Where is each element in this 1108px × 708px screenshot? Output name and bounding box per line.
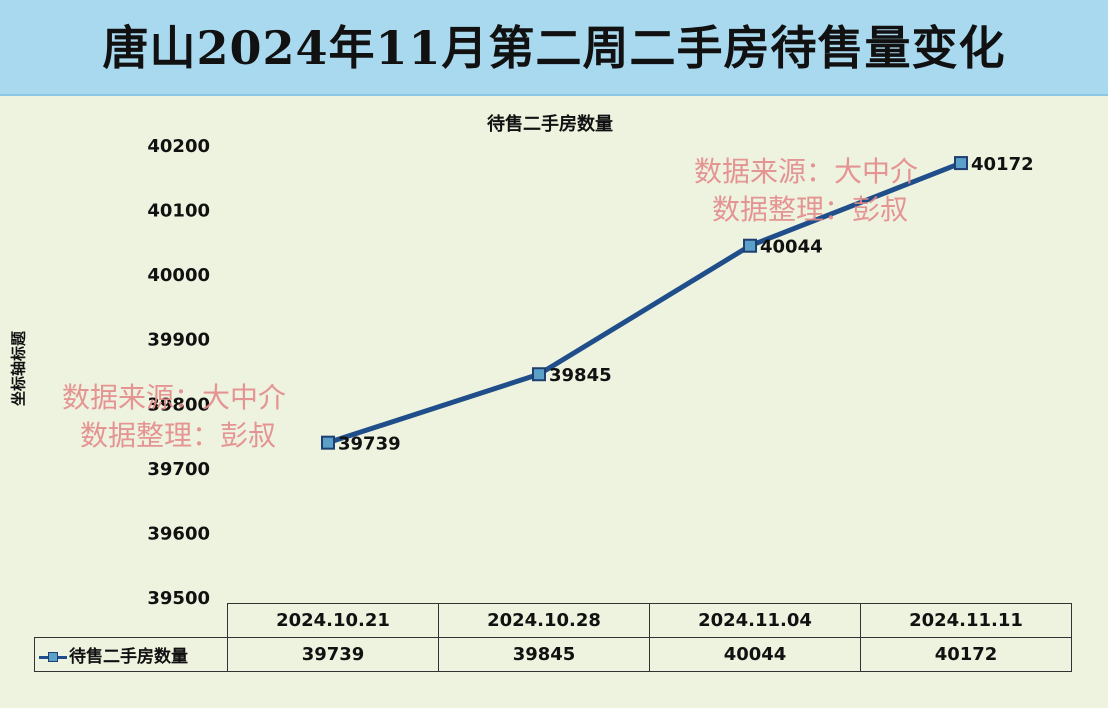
y-tick-label: 40000: [147, 265, 210, 286]
y-tick-label: 39700: [147, 459, 210, 480]
data-table-header-row: 2024.10.21 2024.10.28 2024.11.04 2024.11…: [35, 603, 1072, 638]
y-tick-label: 39600: [147, 523, 210, 544]
data-label: 40172: [971, 154, 1034, 175]
legend-label: 待售二手房数量: [69, 647, 188, 667]
y-tick-label: 39500: [147, 588, 210, 609]
data-table-corner: [35, 604, 228, 638]
data-table-category: 2024.11.04: [649, 603, 861, 638]
watermark-source-2: 数据来源：大中介: [694, 155, 919, 188]
title-banner: 唐山2024年11月第二周二手房待售量变化: [0, 0, 1108, 96]
banner-title: 唐山2024年11月第二周二手房待售量变化: [102, 21, 1006, 75]
data-table-value: 40044: [649, 637, 861, 672]
data-label: 39739: [338, 434, 401, 455]
watermark-source-1: 数据来源：大中介: [62, 381, 287, 414]
legend-entry: 待售二手房数量: [34, 637, 228, 672]
y-tick-label: 40200: [147, 136, 210, 157]
series-line: [327, 160, 962, 446]
data-table-value: 40172: [860, 637, 1072, 672]
data-point-marker: [743, 238, 757, 253]
data-table-value: 39739: [227, 637, 439, 672]
watermark-credit-2: 数据整理：彭叔: [712, 193, 909, 226]
legend-line-marker-icon: [39, 651, 67, 663]
y-tick-label: 39900: [147, 330, 210, 351]
chart-title: 待售二手房数量: [487, 114, 613, 135]
data-point-marker: [321, 435, 335, 450]
watermark-credit-1: 数据整理：彭叔: [80, 419, 277, 452]
data-point-marker: [532, 367, 546, 382]
data-table-category: 2024.10.28: [438, 603, 650, 638]
y-tick-label: 39800: [147, 394, 210, 415]
y-tick-label: 40100: [147, 201, 210, 222]
data-table-series-row: 待售二手房数量 39739 39845 40044 40172: [34, 637, 1072, 672]
data-label: 39845: [549, 365, 612, 386]
data-label: 40044: [760, 237, 823, 258]
data-table-category: 2024.10.21: [227, 603, 439, 638]
data-table-category: 2024.11.11: [860, 603, 1072, 638]
data-table: 2024.10.21 2024.10.28 2024.11.04 2024.11…: [34, 603, 1072, 672]
data-point-marker: [954, 156, 968, 171]
data-table-value: 39845: [438, 637, 650, 672]
